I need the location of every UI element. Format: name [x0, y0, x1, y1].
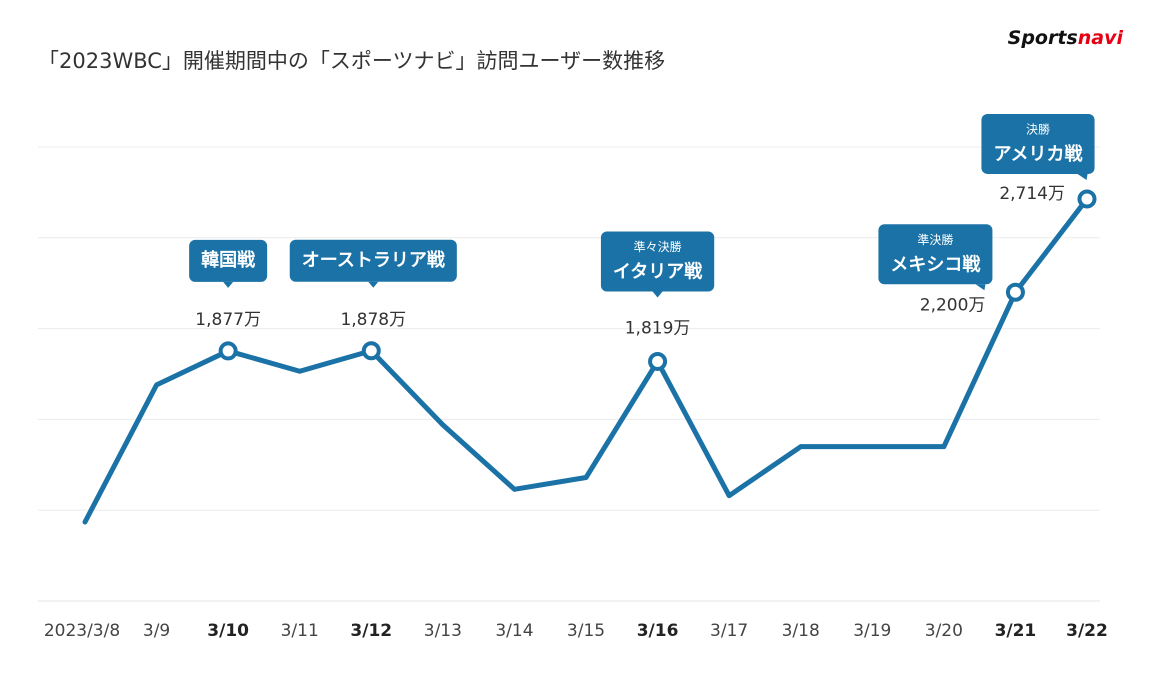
data-label: 1,878万 — [340, 310, 406, 330]
callout-text: 韓国戦 — [201, 249, 256, 271]
marker — [218, 341, 238, 361]
marker — [648, 351, 668, 371]
chart-title: 「2023WBC」開催期間中の「スポーツナビ」訪問ユーザー数推移 — [38, 49, 665, 73]
x-tick-label: 3/15 — [567, 621, 605, 641]
line — [82, 196, 1090, 525]
callout-box — [289, 239, 457, 282]
callout-pointer — [223, 281, 234, 288]
logo-part: Sports — [1008, 27, 1078, 49]
x-tick-label: 3/10 — [207, 621, 249, 641]
callout-sub: 決勝 — [1026, 121, 1050, 136]
callout-box — [189, 239, 268, 282]
marker — [1077, 189, 1097, 209]
callout-sub: 準々決勝 — [634, 239, 682, 254]
x-tick-label: 3/17 — [710, 621, 748, 641]
x-tick-label: 3/22 — [1066, 621, 1108, 641]
x-tick-label: 2023/3/8 — [44, 621, 120, 641]
x-tick-label: 3/11 — [281, 621, 319, 641]
data-label: 2,714万 — [999, 184, 1065, 204]
marker — [1005, 282, 1025, 302]
callout: オーストラリア戦 — [289, 239, 457, 288]
marker — [361, 341, 381, 361]
x-tick-label: 3/12 — [350, 621, 392, 641]
callout: 韓国戦 — [189, 239, 268, 288]
data-label: 2,200万 — [920, 295, 986, 315]
callout-text: メキシコ戦 — [890, 253, 981, 275]
x-tick-label: 3/14 — [495, 621, 533, 641]
callout-box — [600, 231, 715, 292]
callout-text: オーストラリア戦 — [302, 249, 446, 271]
callout-pointer — [652, 291, 663, 298]
callout-text: アメリカ戦 — [993, 143, 1083, 165]
callout-box — [878, 224, 993, 285]
x-tick-label: 3/9 — [143, 621, 170, 641]
callout-box — [981, 113, 1095, 174]
logo-part: navi — [1078, 27, 1124, 49]
callout-pointer — [975, 284, 986, 291]
logo: Sportsnavi — [1008, 27, 1124, 49]
x-tick-label: 3/19 — [853, 621, 891, 641]
x-tick-label: 3/13 — [424, 621, 462, 641]
callout-pointer — [368, 281, 379, 288]
data-label: 1,819万 — [625, 318, 691, 338]
x-tick-label: 3/16 — [637, 621, 679, 641]
callout-pointer — [1077, 173, 1088, 180]
callout-text: イタリア戦 — [613, 260, 703, 282]
x-tick-label: 3/20 — [925, 621, 963, 641]
x-tick-label: 3/21 — [995, 621, 1037, 641]
callout-sub: 準決勝 — [917, 232, 953, 247]
x-tick-label: 3/18 — [782, 621, 820, 641]
data-label: 1,877万 — [195, 310, 261, 330]
